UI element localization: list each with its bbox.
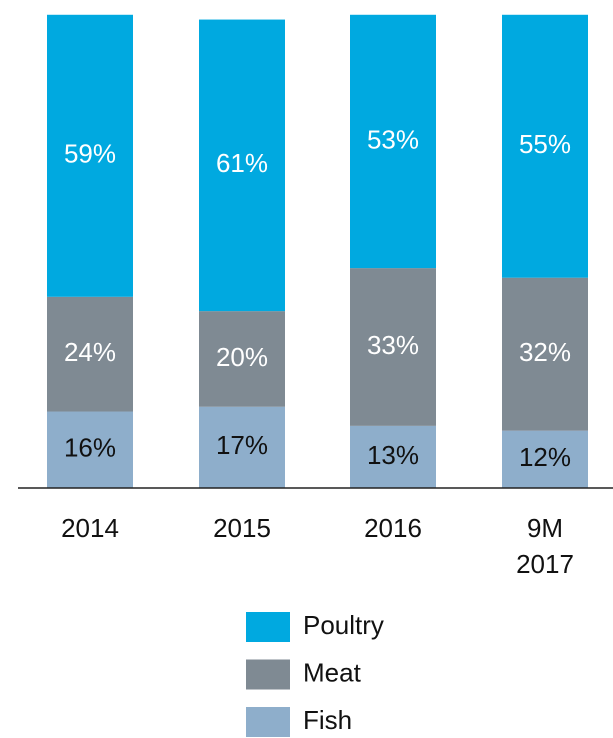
bar-segment — [199, 311, 285, 407]
bar-segment — [502, 14, 588, 278]
legend-label: Poultry — [303, 610, 384, 640]
data-label: 12% — [519, 442, 571, 472]
legend-label: Meat — [303, 657, 362, 687]
data-label: 61% — [216, 148, 268, 178]
data-label: 53% — [367, 124, 419, 154]
bar-segment — [47, 411, 133, 488]
x-tick-label: 2014 — [61, 513, 119, 543]
x-tick-label: 9M 2017 — [516, 513, 574, 579]
bar-segment — [199, 19, 285, 312]
data-label: 20% — [216, 342, 268, 372]
bar-segment — [502, 277, 588, 431]
bar-segment — [199, 406, 285, 488]
data-label: 17% — [216, 430, 268, 460]
x-tick-label: 2016 — [364, 513, 422, 543]
bar-segment — [502, 430, 588, 488]
data-label: 16% — [64, 433, 116, 463]
data-label: 24% — [64, 337, 116, 367]
legend-swatch — [246, 659, 290, 690]
legend-swatch — [246, 707, 290, 737]
data-label: 59% — [64, 139, 116, 169]
bar-segment — [47, 14, 133, 297]
data-label: 33% — [367, 330, 419, 360]
bar-segment — [47, 296, 133, 412]
data-label: 13% — [367, 440, 419, 470]
bar-segment — [350, 268, 436, 426]
x-tick-label: 2015 — [213, 513, 271, 543]
legend-label: Fish — [303, 705, 352, 735]
bar-segment — [350, 425, 436, 488]
data-label: 32% — [519, 337, 571, 367]
data-label: 55% — [519, 129, 571, 159]
bar-segment — [350, 14, 436, 269]
legend-swatch — [246, 612, 290, 642]
